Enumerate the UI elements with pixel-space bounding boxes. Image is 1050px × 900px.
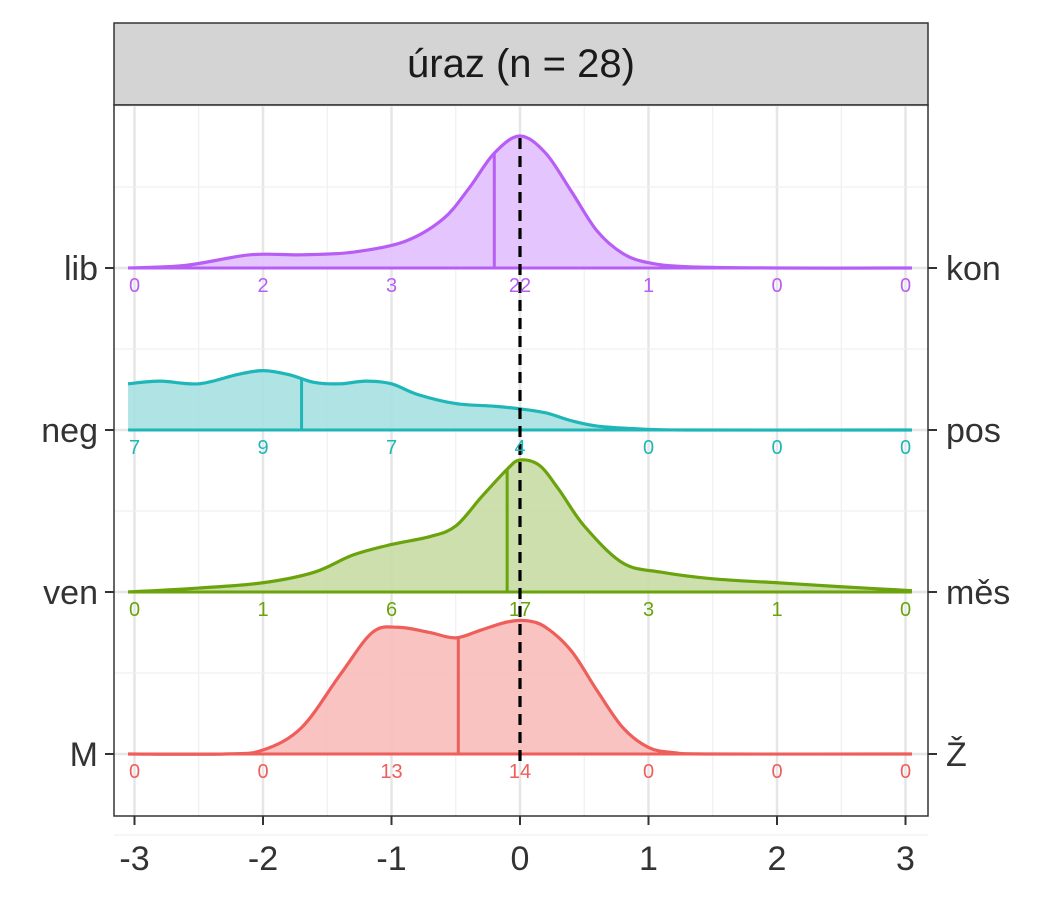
y-axis-right: kon pos měs Ž [928,250,1010,774]
count-label: 0 [643,437,654,459]
ridge-line-ven [127,458,913,594]
y-label-left: M [70,736,98,774]
x-tick-label: 1 [639,840,658,878]
count-label: 0 [257,761,268,783]
count-label: 0 [900,275,911,297]
x-tick-label: 2 [768,840,787,878]
count-label: 0 [771,761,782,783]
x-tick-label: -2 [248,840,278,878]
count-labels: 0 2 3 22 1 0 0 7 9 7 4 0 0 0 0 1 6 17 3 1 0 0 0 13 14 0 0 0 [129,275,911,783]
count-label: 0 [129,275,140,297]
count-label: 17 [509,599,531,621]
x-tick-label: -3 [119,840,149,878]
count-label: 9 [257,437,268,459]
y-label-left: ven [43,574,98,612]
count-label: 1 [771,599,782,621]
count-label: 4 [514,437,525,459]
count-label: 0 [900,599,911,621]
y-label-right: pos [946,412,1001,450]
y-axis-left: lib neg ven M [41,250,114,774]
count-label: 3 [643,599,654,621]
count-label: 0 [771,437,782,459]
count-label: 7 [386,437,397,459]
count-label: 22 [509,275,531,297]
facet-title: úraz (n = 28) [407,42,635,86]
x-tick-label: 3 [896,840,915,878]
count-label: 7 [129,437,140,459]
count-label: 14 [509,761,531,783]
count-label: 6 [386,599,397,621]
count-label: 0 [900,437,911,459]
count-label: 2 [257,275,268,297]
count-label: 0 [900,761,911,783]
y-label-left: neg [41,412,98,450]
count-label: 13 [380,761,402,783]
count-label: 0 [643,761,654,783]
y-label-right: kon [946,250,1001,288]
y-label-left: lib [64,250,98,288]
facet-strip [113,22,929,106]
x-tick-label: 0 [511,840,530,878]
count-label: 0 [129,761,140,783]
ridge-line-lib [128,134,912,270]
count-label: 0 [129,599,140,621]
ridge-line-neg [127,368,912,432]
count-label: 3 [386,275,397,297]
ridge-area-neg [128,370,912,431]
x-axis: -3 -2 -1 0 1 2 3 [119,816,915,878]
y-label-right: Ž [946,736,967,774]
x-tick-label: -1 [376,840,406,878]
y-label-right: měs [946,574,1010,612]
count-label: 0 [771,275,782,297]
count-label: 1 [257,599,268,621]
ridge-line-M [128,618,912,756]
count-label: 1 [643,275,654,297]
